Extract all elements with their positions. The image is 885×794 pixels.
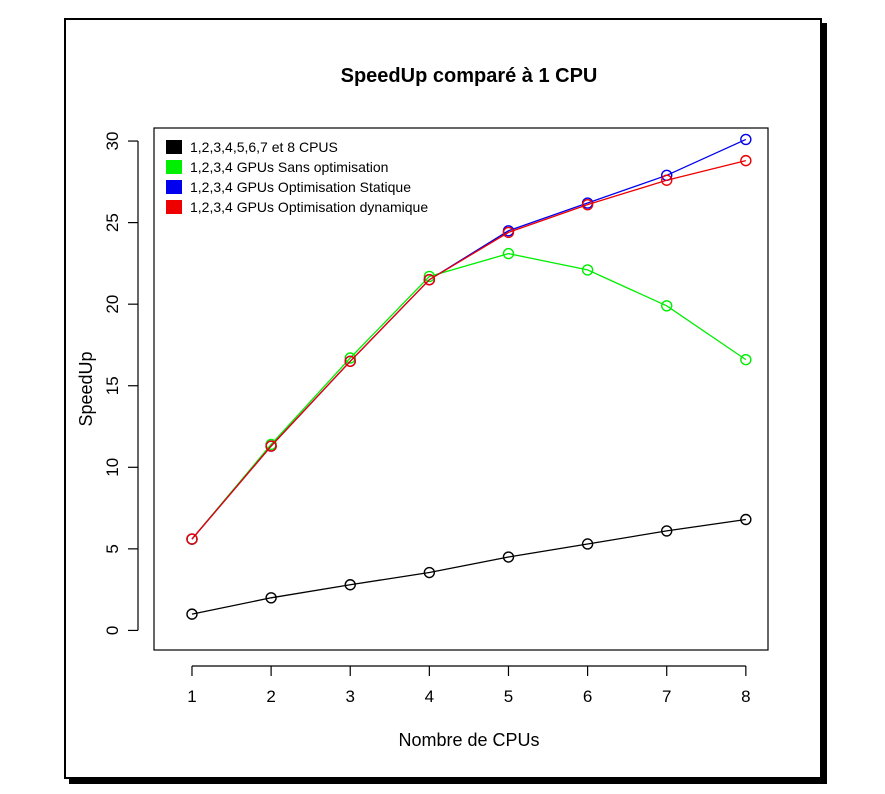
legend-label: 1,2,3,4 GPUs Optimisation dynamique <box>190 199 428 215</box>
x-tick-label: 4 <box>425 687 434 706</box>
series-4 <box>186 154 752 545</box>
data-point <box>344 355 356 367</box>
data-point <box>740 154 752 167</box>
chart-frame: SpeedUp comparé à 1 CPU 1 2 3 4 5 6 7 8 0 5 10 15 20… <box>64 18 822 779</box>
legend-swatch <box>166 180 182 194</box>
y-tick-label: 0 <box>103 626 122 635</box>
y-tick-label: 15 <box>103 376 122 395</box>
data-point <box>581 264 594 276</box>
series-line <box>191 252 747 540</box>
speedup-chart: SpeedUp comparé à 1 CPU 1 2 3 4 5 6 7 8 0 5 10 15 20… <box>76 65 769 750</box>
legend-swatch <box>166 160 182 174</box>
y-tick-label: 30 <box>103 132 122 151</box>
x-tick-label: 6 <box>583 687 592 706</box>
legend-label: 1,2,3,4,5,6,7 et 8 CPUS <box>190 139 338 155</box>
data-point <box>186 533 198 545</box>
series-3 <box>186 133 752 545</box>
data-point <box>661 300 673 312</box>
plot-area-border <box>153 127 769 651</box>
x-tick-label: 2 <box>266 687 275 706</box>
data-point <box>344 579 356 591</box>
data-point <box>661 525 673 537</box>
series-2 <box>186 247 752 545</box>
data-point <box>502 551 515 563</box>
y-tick-label: 20 <box>103 295 122 314</box>
chart-title: SpeedUp comparé à 1 CPU <box>341 65 598 87</box>
data-point <box>423 274 436 286</box>
data-point <box>344 352 356 364</box>
y-tick-label: 25 <box>103 213 122 232</box>
data-point <box>265 440 277 452</box>
x-axis-label: Nombre de CPUs <box>398 730 539 750</box>
data-point <box>502 247 515 260</box>
data-point <box>265 592 277 604</box>
y-tick-label: 10 <box>103 458 122 477</box>
data-point <box>740 513 752 526</box>
y-axis-label: SpeedUp <box>76 351 96 426</box>
data-point <box>581 198 594 211</box>
legend-label: 1,2,3,4 GPUs Optimisation Statique <box>190 179 411 195</box>
series-1 <box>186 513 752 620</box>
y-tick-label: 5 <box>103 544 122 553</box>
x-tick-label: 7 <box>662 687 671 706</box>
legend-swatch <box>166 200 182 214</box>
x-tick-label: 5 <box>504 687 513 706</box>
data-point <box>581 538 594 550</box>
data-point <box>740 133 752 146</box>
x-tick-label: 1 <box>187 687 196 706</box>
data-point <box>423 566 436 579</box>
x-tick-label: 3 <box>345 687 354 706</box>
series-line <box>191 159 747 540</box>
data-point <box>502 226 515 239</box>
data-point <box>186 608 198 620</box>
data-point <box>740 353 752 366</box>
x-tick-label: 8 <box>741 687 750 706</box>
data-point <box>661 174 673 186</box>
legend-swatch <box>166 140 182 154</box>
series-line <box>191 518 746 615</box>
legend-label: 1,2,3,4 GPUs Sans optimisation <box>190 159 388 175</box>
